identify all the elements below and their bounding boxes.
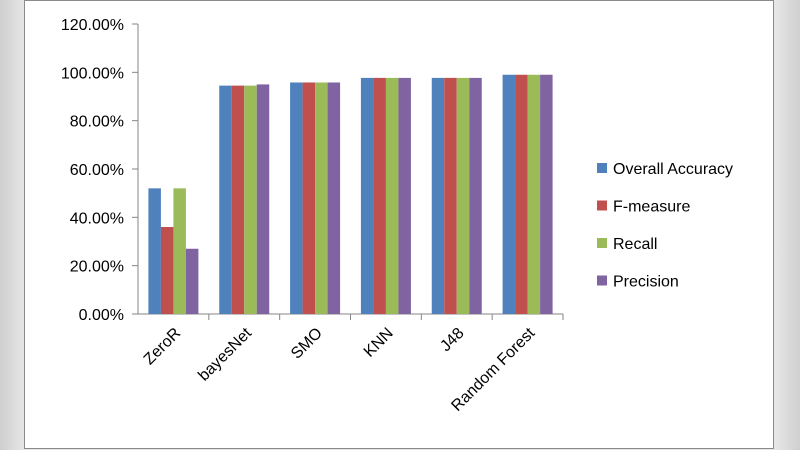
y-tick-label: 120.00%: [61, 17, 124, 34]
bar-overall-accuracy-smo: [290, 82, 303, 314]
y-tick-label: 0.00%: [79, 307, 124, 324]
bar-recall-knn: [385, 77, 399, 315]
chart-axes: [137, 24, 563, 315]
bar-precision-knn: [398, 77, 411, 315]
legend-swatch: [597, 200, 607, 211]
x-category-label: KNN: [361, 325, 397, 361]
x-category-label: bayesNet: [195, 324, 255, 384]
bar-recall-random-forest: [527, 74, 541, 314]
bar-precision-zeror: [185, 248, 199, 314]
x-category-label: J48: [437, 325, 467, 355]
legend-swatch: [597, 275, 607, 286]
bar-precision-bayesnet: [256, 84, 270, 315]
chart-legend: Overall Accuracy F-measure Recall Precision: [597, 161, 733, 291]
bar-recall-j48: [456, 77, 470, 315]
y-tick-label: 100.00%: [61, 65, 124, 82]
bar-f-measure-random-forest: [515, 74, 528, 314]
legend-label: F-measure: [613, 199, 690, 216]
y-axis-ticks: 0.00% 20.00% 40.00% 60.00% 80.00% 100.00% 120.…: [61, 17, 138, 324]
bar-overall-accuracy-bayesnet: [219, 85, 232, 314]
legend-label: Precision: [613, 274, 679, 291]
chart-bars: [148, 74, 553, 315]
bar-f-measure-smo: [302, 82, 316, 314]
bar-overall-accuracy-zeror: [148, 188, 161, 314]
bar-precision-random-forest: [540, 74, 553, 314]
y-tick-label: 40.00%: [70, 210, 124, 227]
bar-overall-accuracy-j48: [431, 77, 445, 315]
bar-overall-accuracy-random-forest: [502, 74, 516, 314]
y-tick-label: 60.00%: [70, 162, 124, 179]
bar-precision-j48: [469, 77, 482, 315]
bar-recall-smo: [315, 82, 328, 314]
bar-recall-bayesnet: [244, 85, 257, 314]
x-category-label: SMO: [288, 325, 326, 363]
legend-label: Overall Accuracy: [613, 161, 733, 178]
bar-f-measure-j48: [444, 77, 457, 315]
legend-swatch: [597, 238, 607, 248]
bar-recall-zeror: [173, 188, 186, 314]
legend-label: Recall: [613, 236, 657, 253]
bar-f-measure-bayesnet: [231, 85, 245, 314]
bar-f-measure-knn: [373, 77, 386, 315]
y-tick-label: 20.00%: [70, 259, 124, 276]
bar-precision-smo: [327, 82, 341, 314]
x-category-label: ZeroR: [141, 325, 184, 368]
y-tick-label: 80.00%: [70, 114, 124, 131]
bar-overall-accuracy-knn: [360, 77, 374, 315]
legend-swatch: [597, 163, 607, 173]
bar-f-measure-zeror: [160, 227, 174, 314]
